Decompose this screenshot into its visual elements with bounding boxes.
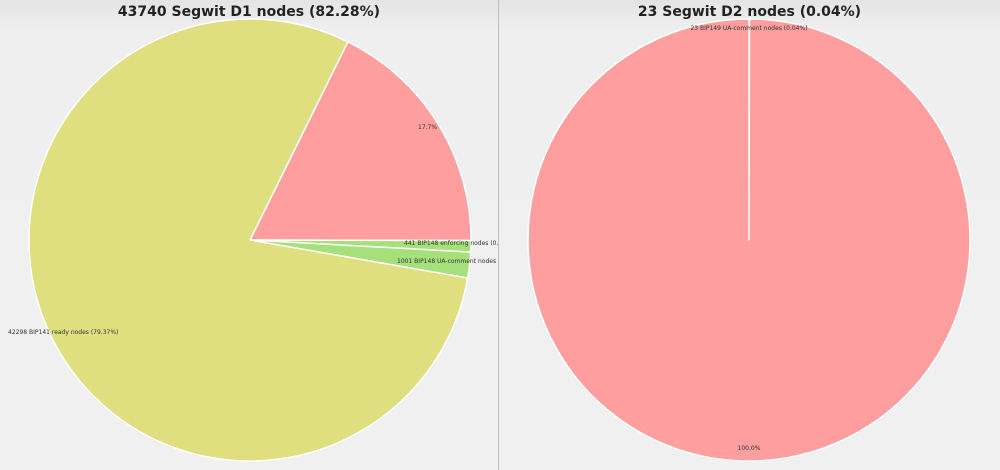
slice-label-0-2: 1001 BIP148 UA-comment nodes (1.88%) xyxy=(397,258,498,265)
pie-slice-1-1 xyxy=(527,18,971,462)
slice-label-0-3: 42298 BIP141 ready nodes (79.37%) xyxy=(8,329,118,336)
chart-panel-d2: 23 Segwit D2 nodes (0.04%) 23 BIP149 UA-… xyxy=(499,0,1000,470)
slice-label-1-0: 23 BIP149 UA-comment nodes (0.04%) xyxy=(690,25,807,32)
chart-title-d1: 43740 Segwit D1 nodes (82.28%) xyxy=(117,4,381,20)
pie-slice-0-3 xyxy=(28,18,469,462)
slice-label-0-0: 17.7% xyxy=(418,124,437,131)
pie-slice-0-0 xyxy=(249,41,472,242)
slice-label-0-1: 441 BIP148 enforcing nodes (0.83%) xyxy=(404,240,498,247)
pie-chart-d2: 23 BIP149 UA-comment nodes (0.04%) 100.0% xyxy=(527,18,971,462)
chart-panel-d1: 43740 Segwit D1 nodes (82.28%) 17.7% 441 … xyxy=(0,0,499,470)
chart-title-d2: 23 Segwit D2 nodes (0.04%) xyxy=(637,4,862,20)
slice-label-1-1: 100.0% xyxy=(738,445,761,452)
pie-chart-d1: 17.7% 441 BIP148 enforcing nodes (0.83%) 1… xyxy=(8,18,498,462)
